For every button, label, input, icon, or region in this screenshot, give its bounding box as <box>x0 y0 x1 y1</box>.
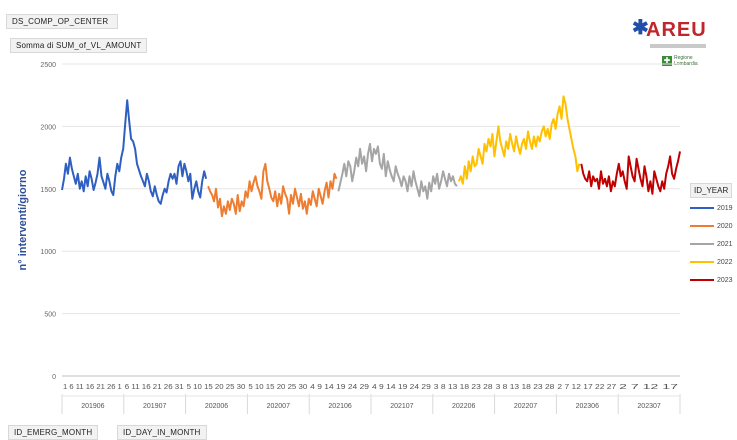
measure-field-chip[interactable]: Somma di SUM_of_VL_AMOUNT <box>10 38 148 53</box>
x-day-tick-labels: 3 8 13 18 23 28 <box>496 384 555 391</box>
x-month-group-label: 201906 <box>81 403 104 410</box>
series-line-2019 <box>61 99 208 205</box>
x-day-tick-labels: 3 8 13 18 23 28 <box>434 384 493 391</box>
legend-label: 2021 <box>717 241 733 248</box>
x-day-tick-labels: 5 10 15 20 25 30 <box>248 384 307 391</box>
x-month-group-label: 202007 <box>267 403 290 410</box>
series-line-2020 <box>207 162 338 218</box>
legend-item-2023[interactable]: 2023 <box>690 277 733 284</box>
x-day-tick-labels: 2 7 12 17 22 27 <box>557 384 616 391</box>
x-month-group-label: 202207 <box>514 403 537 410</box>
x-day-tick-labels: 6 11 16 21 26 31 <box>125 384 184 391</box>
x-month-group-label: 202106 <box>328 403 351 410</box>
x-month-group-label: 202307 <box>637 403 660 410</box>
x-month-group-label: 202006 <box>205 403 228 410</box>
logo-subtitle-bar <box>650 44 706 48</box>
x-day-tick-labels: 2 7 12 17 <box>619 384 678 391</box>
x-day-tick-labels: 5 10 15 20 25 30 <box>187 384 246 391</box>
legend-item-2019[interactable]: 2019 <box>690 205 733 212</box>
areu-logo: ✱ AREU ✚ Regione Lombardia <box>632 18 712 76</box>
x-month-group-label: 202206 <box>452 403 475 410</box>
y-axis-label: n° interventi/giorno <box>17 169 29 270</box>
x-day-tick-labels: 4 9 14 19 24 29 <box>310 384 369 391</box>
field-emerg-month-chip[interactable]: ID_EMERG_MONTH <box>8 425 99 440</box>
areu-logo-text: AREU <box>646 19 707 41</box>
y-tick-label: 0 <box>52 374 56 381</box>
legend-label: 2020 <box>717 223 733 230</box>
x-month-group-label: 202107 <box>390 403 413 410</box>
x-day-tick-labels: 1 6 11 16 21 26 1 <box>63 384 122 391</box>
legend-label: 2019 <box>717 205 733 212</box>
x-day-tick-labels: 4 9 14 19 24 29 <box>372 384 431 391</box>
series-line-2021 <box>337 142 458 200</box>
legend-item-2021[interactable]: 2021 <box>690 241 733 248</box>
y-tick-label: 1000 <box>40 249 56 256</box>
y-tick-label: 1500 <box>40 187 56 194</box>
series-line-2022 <box>457 95 581 185</box>
legend-item-2020[interactable]: 2020 <box>690 223 733 230</box>
legend-label: 2022 <box>717 259 733 266</box>
legend-swatch <box>690 225 714 228</box>
series-line-2023 <box>580 151 681 195</box>
y-tick-label: 2500 <box>40 62 56 69</box>
legend-item-2022[interactable]: 2022 <box>690 259 733 266</box>
field-day-in-month-chip[interactable]: ID_DAY_IN_MONTH <box>117 425 207 440</box>
legend-label: 2023 <box>717 277 733 284</box>
y-tick-label: 500 <box>44 312 56 319</box>
star-of-life-icon: ✱ <box>632 17 649 39</box>
filter-comp-op-center[interactable]: DS_COMP_OP_CENTER <box>6 14 118 29</box>
legend-swatch <box>690 279 714 282</box>
legend-swatch <box>690 207 714 210</box>
x-month-group-label: 201907 <box>143 403 166 410</box>
regione-lombardia-label: Regione Lombardia <box>674 55 698 67</box>
legend-title-chip[interactable]: ID_YEAR <box>690 183 733 198</box>
x-month-group-label: 202306 <box>576 403 599 410</box>
legend-swatch <box>690 261 714 264</box>
regione-lombardia-icon: ✚ <box>662 56 672 66</box>
y-tick-label: 2000 <box>40 124 56 131</box>
legend-swatch <box>690 243 714 246</box>
